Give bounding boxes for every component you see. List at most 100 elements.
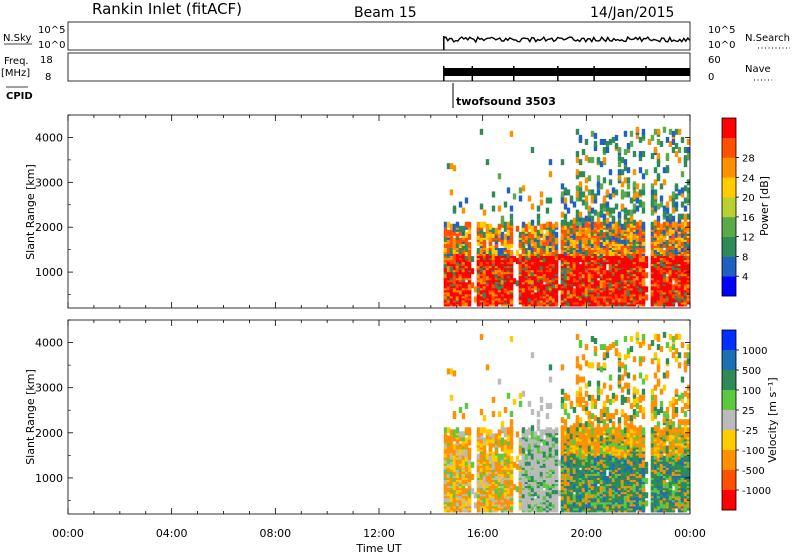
backscatter-cell: [593, 258, 598, 265]
backscatter-cell: [587, 221, 592, 228]
backscatter-cell: [671, 284, 676, 291]
backscatter-cell: [488, 282, 493, 289]
backscatter-cell: [599, 453, 604, 460]
backscatter-cell: [545, 243, 550, 250]
nsky-line: [443, 35, 691, 44]
backscatter-cell: [602, 268, 607, 275]
backscatter-cell: [683, 205, 688, 212]
backscatter-cell: [638, 199, 643, 206]
backscatter-cell: [650, 294, 655, 301]
backscatter-cell: [467, 270, 472, 277]
backscatter-cell: [578, 245, 583, 252]
backscatter-cell: [617, 227, 622, 234]
backscatter-cell: [461, 457, 466, 464]
backscatter-cell: [659, 195, 664, 202]
backscatter-cell: [464, 197, 469, 204]
backscatter-cell: [629, 427, 634, 434]
backscatter-cell: [638, 167, 643, 174]
backscatter-cell: [545, 476, 550, 483]
backscatter-cell: [452, 223, 457, 230]
backscatter-cell: [473, 296, 478, 303]
backscatter-cell: [605, 352, 610, 359]
backscatter-cell: [599, 183, 604, 190]
backscatter-cell: [548, 159, 553, 166]
backscatter-cell: [539, 453, 544, 460]
backscatter-cell: [578, 386, 583, 393]
backscatter-cell: [560, 498, 565, 505]
backscatter-cell: [599, 229, 604, 236]
backscatter-cell: [653, 205, 658, 212]
backscatter-cell: [620, 478, 625, 485]
backscatter-cell: [578, 239, 583, 246]
backscatter-cell: [605, 411, 610, 418]
backscatter-cell: [566, 494, 571, 501]
backscatter-cell: [512, 398, 517, 405]
backscatter-cell: [605, 407, 610, 414]
backscatter-cell: [566, 433, 571, 440]
backscatter-cell: [578, 431, 583, 438]
backscatter-cell: [650, 199, 655, 206]
backscatter-cell: [575, 229, 580, 236]
backscatter-cell: [650, 134, 655, 141]
backscatter-cell: [443, 227, 448, 234]
backscatter-cell: [584, 427, 589, 434]
backscatter-cell: [509, 235, 514, 242]
backscatter-cell: [485, 284, 490, 291]
backscatter-cell: [632, 286, 637, 293]
backscatter-cell: [557, 490, 562, 497]
backscatter-cell: [578, 390, 583, 397]
backscatter-cell: [578, 506, 583, 513]
backscatter-cell: [578, 494, 583, 501]
backscatter-cell: [449, 163, 454, 170]
backscatter-cell: [464, 471, 469, 478]
backscatter-cell: [683, 147, 688, 154]
backscatter-cell: [605, 453, 610, 460]
backscatter-cell: [617, 169, 622, 176]
backscatter-cell: [674, 221, 679, 228]
backscatter-cell: [506, 237, 511, 244]
backscatter-cell: [602, 201, 607, 208]
backscatter-cell: [662, 167, 667, 174]
backscatter-cell: [563, 392, 568, 399]
backscatter-cell: [620, 157, 625, 164]
backscatter-cell: [506, 427, 511, 434]
backscatter-cell: [497, 270, 502, 277]
backscatter-cell: [518, 231, 523, 238]
backscatter-cell: [494, 241, 499, 248]
y-tick-label: 3000: [35, 176, 63, 189]
backscatter-cell: [686, 147, 690, 154]
backscatter-cell: [458, 506, 463, 513]
backscatter-cell: [629, 441, 634, 448]
backscatter-cell: [503, 292, 508, 299]
backscatter-cell: [632, 193, 637, 200]
backscatter-cell: [497, 437, 502, 444]
backscatter-cell: [524, 290, 529, 297]
backscatter-cell: [536, 245, 541, 252]
backscatter-cell: [509, 213, 514, 220]
colorbar-swatch: [722, 276, 736, 297]
cpid-label: CPID: [6, 91, 33, 102]
backscatter-cell: [530, 237, 535, 244]
nsky-left-tick-top: 10^5: [38, 25, 65, 36]
backscatter-cell: [464, 494, 469, 501]
backscatter-cell: [608, 384, 613, 391]
backscatter-cell: [548, 463, 553, 470]
backscatter-cell: [635, 235, 640, 242]
backscatter-cell: [446, 221, 451, 228]
backscatter-cell: [506, 500, 511, 507]
backscatter-cell: [617, 502, 622, 509]
backscatter-cell: [503, 498, 508, 505]
backscatter-cell: [587, 215, 592, 222]
backscatter-cell: [635, 270, 640, 277]
backscatter-cell: [599, 447, 604, 454]
backscatter-cell: [581, 191, 586, 198]
backscatter-cell: [638, 256, 643, 263]
backscatter-cell: [626, 348, 631, 355]
backscatter-cell: [620, 362, 625, 369]
backscatter-cell: [632, 409, 637, 416]
colorbar-tick-label: 24: [742, 173, 755, 184]
backscatter-cell: [650, 153, 655, 160]
backscatter-cell: [632, 392, 637, 399]
backscatter-cell: [446, 435, 451, 442]
y-tick-label: 4000: [35, 131, 63, 144]
